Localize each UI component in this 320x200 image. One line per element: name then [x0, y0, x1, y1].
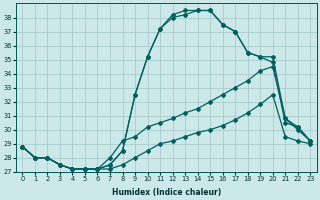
X-axis label: Humidex (Indice chaleur): Humidex (Indice chaleur): [112, 188, 221, 197]
